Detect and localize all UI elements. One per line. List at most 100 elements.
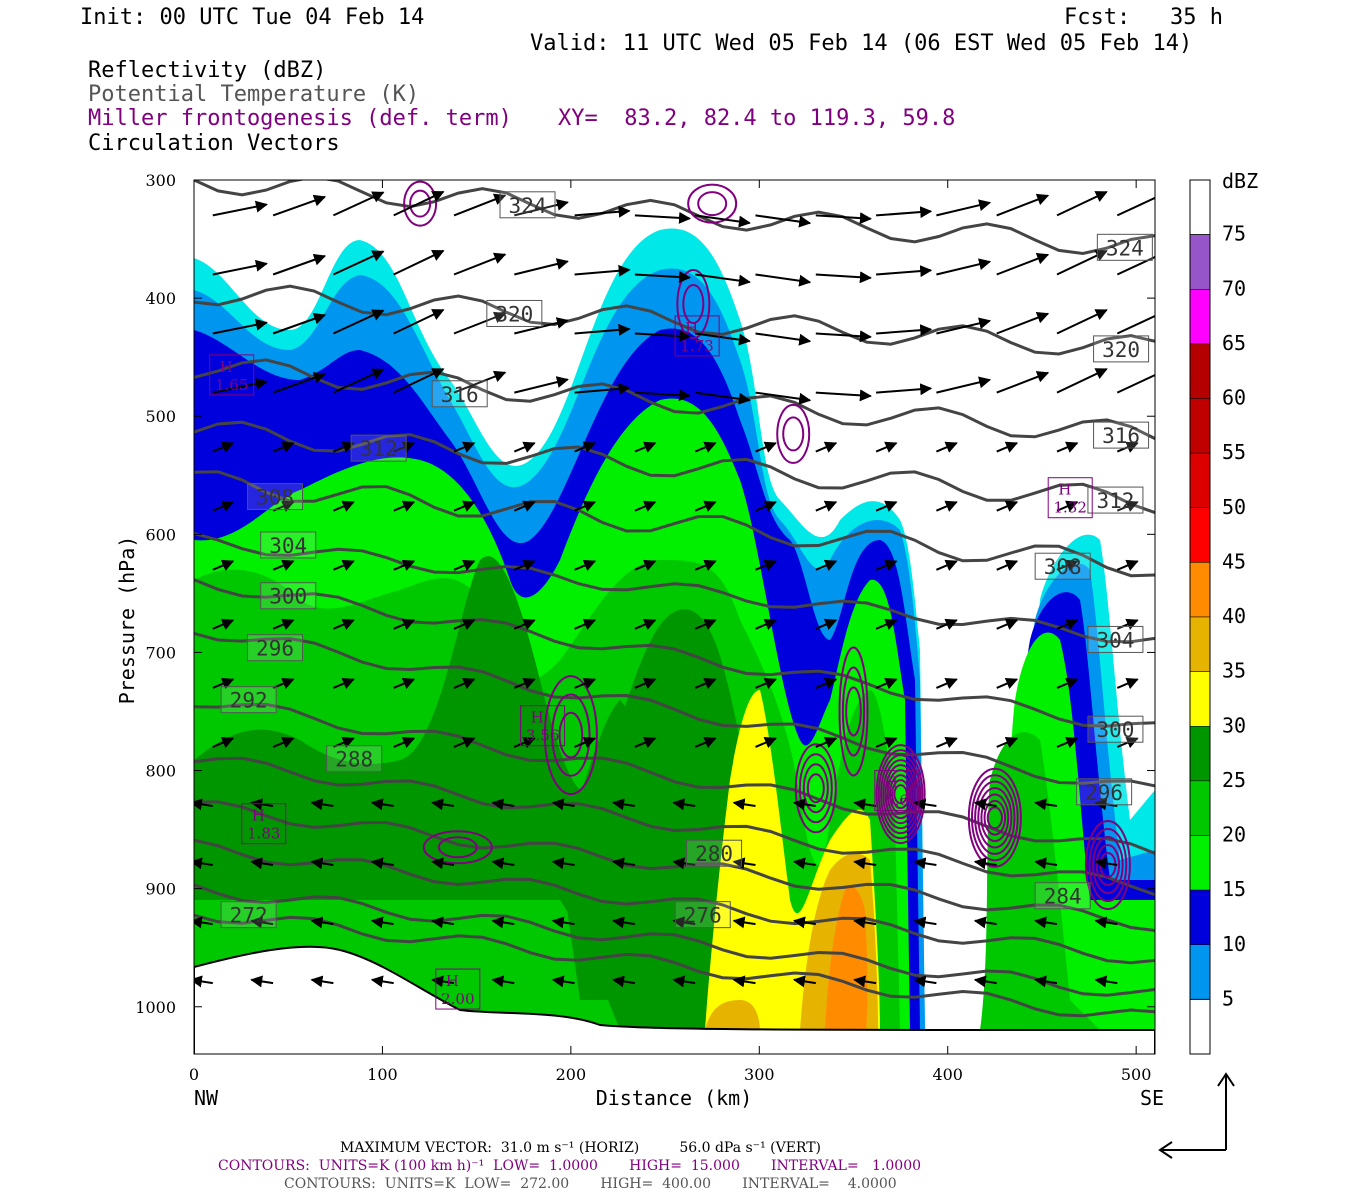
circulation-vector xyxy=(913,916,937,929)
theta-contour-line xyxy=(194,358,1155,440)
circulation-vector xyxy=(1116,250,1155,276)
fronto-contour-note: CONTOURS: UNITS=K (100 km h)⁻¹ LOW= 1.00… xyxy=(218,1158,922,1174)
colorbar-cell xyxy=(1189,780,1211,836)
colorbar-label: 45 xyxy=(1222,549,1246,573)
circulation-vector xyxy=(212,737,235,749)
circulation-vector xyxy=(332,250,385,276)
high-letter: H xyxy=(531,709,544,727)
colorbar-cell xyxy=(1189,616,1211,672)
circulation-vector xyxy=(875,441,898,453)
circulation-vector xyxy=(272,618,295,630)
circulation-vector xyxy=(333,500,355,512)
frontogenesis-contour xyxy=(877,749,924,840)
circulation-vector xyxy=(792,798,816,811)
colorbar-unit: dBZ xyxy=(1222,169,1258,193)
circulation-vector xyxy=(393,618,416,630)
frontogenesis-contour xyxy=(983,799,1007,836)
circulation-vector xyxy=(212,559,235,571)
vectors-label: Circulation Vectors xyxy=(88,131,340,156)
circulation-vector xyxy=(815,737,838,749)
circulation-vector xyxy=(513,618,536,630)
theta-label-box xyxy=(486,299,543,327)
frontogenesis-contour xyxy=(970,774,1019,862)
high-value: 1.65 xyxy=(215,376,248,394)
theta-contour-line xyxy=(194,883,1155,997)
colorbar-label: 35 xyxy=(1222,659,1246,683)
theta-label: 312 xyxy=(360,437,398,461)
colorbar-cell xyxy=(1189,289,1211,345)
colorbar-cell xyxy=(1189,452,1211,508)
circulation-vector xyxy=(453,618,476,630)
circulation-vector xyxy=(1056,249,1108,276)
theta-label: 308 xyxy=(1044,555,1082,579)
circulation-vector xyxy=(332,368,385,394)
circulation-vector xyxy=(1116,559,1139,571)
circulation-vector xyxy=(1094,857,1118,870)
circulation-vector xyxy=(212,618,235,630)
high-letter: H xyxy=(252,807,265,825)
circulation-vector xyxy=(574,264,631,277)
circulation-vector xyxy=(875,500,898,512)
high-box xyxy=(241,803,287,845)
circulation-vector xyxy=(574,441,597,453)
circulation-vector xyxy=(333,677,355,690)
circulation-vector xyxy=(996,677,1019,690)
circulation-vector xyxy=(453,677,476,690)
circulation-vector xyxy=(310,916,334,929)
circulation-vector xyxy=(634,330,691,342)
colorbar-cell xyxy=(1189,671,1211,727)
colorbar-label: 15 xyxy=(1222,877,1246,901)
circulation-vector xyxy=(996,193,1050,217)
circulation-vector xyxy=(212,318,268,335)
circulation-vector xyxy=(514,376,569,394)
circulation-vector xyxy=(853,798,877,811)
circulation-vector xyxy=(876,265,933,278)
frontogenesis-contour xyxy=(893,784,908,805)
circulation-vector xyxy=(393,249,445,276)
circulation-vector xyxy=(431,798,455,811)
circulation-vector xyxy=(491,798,515,811)
circulation-vector xyxy=(815,212,872,225)
circulation-vector xyxy=(876,324,933,337)
frontogenesis-contour xyxy=(1084,820,1131,911)
circulation-vector xyxy=(513,500,536,512)
circulation-vector xyxy=(1034,798,1058,811)
colorbar-cell xyxy=(1189,889,1211,945)
frontogenesis-contour xyxy=(409,189,432,218)
circulation-vector xyxy=(913,975,937,988)
circulation-vector xyxy=(996,737,1019,749)
circulation-vector xyxy=(996,441,1019,453)
colorbar-frame xyxy=(1189,179,1211,1055)
xy-endpoints: XY= 83.2, 82.4 to 119.3, 59.8 xyxy=(558,106,956,131)
circulation-vector xyxy=(393,500,416,512)
terrain-mask xyxy=(194,945,1155,1054)
circulation-vector xyxy=(612,857,636,870)
high-letter: H xyxy=(685,319,698,337)
high-letter: H xyxy=(885,774,898,792)
circulation-vector xyxy=(913,798,937,811)
circulation-vector xyxy=(551,975,575,988)
circulation-vector xyxy=(973,798,997,811)
circulation-vector xyxy=(250,916,274,929)
colorbar-label: 65 xyxy=(1222,331,1246,355)
circulation-vector xyxy=(212,200,268,217)
y-tick-label: 900 xyxy=(145,880,176,899)
theta-label: 300 xyxy=(1096,718,1134,742)
theta-label-box xyxy=(674,901,731,929)
theta-label: 276 xyxy=(684,904,722,928)
circulation-vector xyxy=(936,618,958,630)
forecast-hour: Fcst: 35 h xyxy=(1064,5,1223,30)
circulation-vector xyxy=(634,389,691,402)
theta-label: 308 xyxy=(256,486,294,510)
circulation-vector xyxy=(732,798,756,811)
theta-label: 296 xyxy=(256,637,294,661)
colorbar: 75 70 65 60 55 50 45 40 35 30 25 20 15 10 5 xyxy=(1189,179,1246,1055)
circulation-vector xyxy=(431,857,455,870)
colorbar-cell xyxy=(1189,179,1211,236)
circulation-vector xyxy=(212,377,268,394)
theta-contour-line xyxy=(194,470,1155,578)
circulation-vector xyxy=(250,975,274,988)
y-tick-label: 800 xyxy=(145,762,176,781)
circulation-vector xyxy=(1034,916,1058,929)
circulation-vector xyxy=(996,618,1019,630)
